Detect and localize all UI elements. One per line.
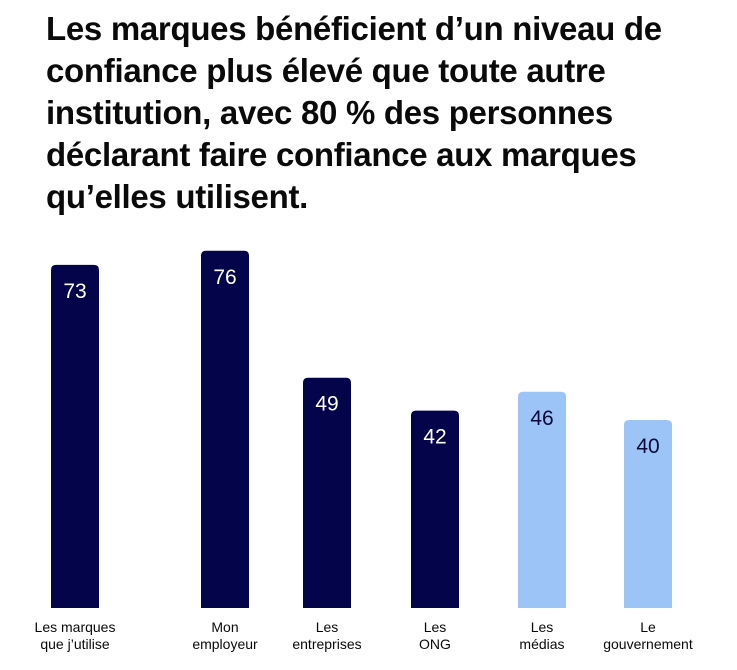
category-label-3-line-0: Les [424, 619, 447, 635]
category-label-5-line-1: gouvernement [603, 636, 693, 652]
category-label-2-line-1: entreprises [292, 636, 361, 652]
bar-value-label-3: 42 [423, 426, 446, 449]
bar-value-label-4: 46 [530, 407, 553, 430]
bar-value-label-1: 76 [213, 266, 236, 289]
bar-2 [303, 377, 351, 608]
bar-value-label-0: 73 [63, 280, 86, 303]
bar-5 [624, 420, 672, 608]
category-label-4-line-1: médias [519, 636, 564, 652]
category-label-0-line-0: Les marques [35, 619, 116, 635]
category-label-5-line-0: Le [640, 619, 656, 635]
category-label-0-line-1: que j’utilise [40, 636, 109, 652]
category-label-1-line-1: employeur [192, 636, 258, 652]
bar-3 [411, 410, 459, 608]
category-label-3-line-1: ONG [419, 636, 451, 652]
chart-title: Les marques bénéficient d’un niveau de c… [46, 10, 662, 215]
bar-value-label-2: 49 [315, 393, 338, 416]
category-label-4-line-0: Les [531, 619, 554, 635]
bar-0 [51, 264, 99, 608]
category-label-2-line-0: Les [316, 619, 339, 635]
bar-value-label-5: 40 [636, 435, 659, 458]
bar-1 [201, 250, 249, 609]
category-label-1-line-0: Mon [211, 619, 238, 635]
bar-4 [518, 391, 566, 608]
